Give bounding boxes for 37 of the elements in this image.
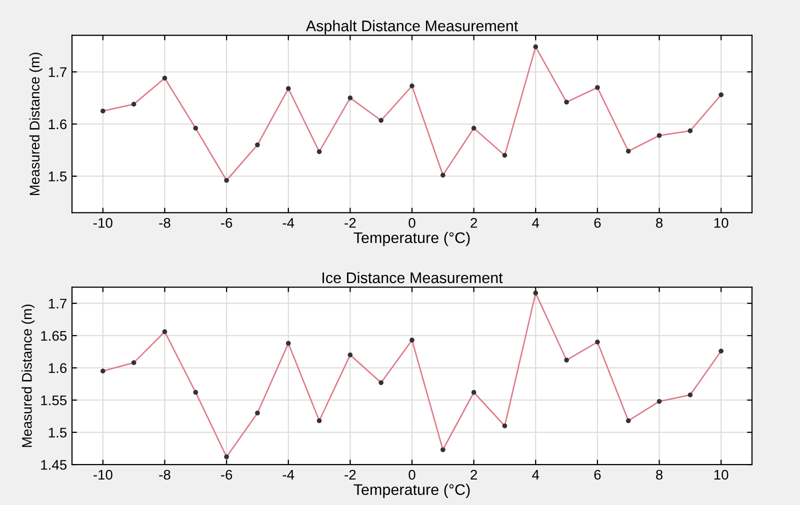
y-tick-label: 1.7 [48, 67, 66, 77]
x-tick-label: 4 [532, 218, 540, 228]
x-tick-label: 6 [594, 218, 601, 228]
x-tick-label: -2 [344, 218, 356, 228]
x-tick-label: -6 [220, 218, 232, 228]
y-tick-label: 1.6 [48, 119, 67, 130]
y-tick-label: 1.45 [41, 460, 67, 470]
x-tick-label: 10 [714, 218, 728, 228]
y-tick-label: 1.7 [48, 298, 66, 308]
x-tick-label: 10 [714, 470, 728, 480]
x-tick-label: 6 [594, 470, 601, 480]
x-axis-title: Temperature (°C) [354, 484, 470, 498]
x-tick-label: -8 [159, 470, 170, 480]
y-axis-title: Measured Distance (m) [29, 52, 42, 196]
y-tick-label: 1.5 [48, 428, 67, 438]
x-tick-label: -8 [159, 218, 170, 228]
y-tick-label: 1.65 [41, 330, 67, 341]
x-axis-title: Temperature (°C) [354, 232, 470, 246]
x-tick-label: 2 [470, 218, 477, 228]
chart-title: Ice Distance Measurement [322, 272, 503, 284]
y-tick-label: 1.5 [48, 172, 67, 182]
x-tick-label: -4 [282, 470, 294, 480]
x-tick-label: 8 [656, 218, 663, 228]
y-tick-label: 1.6 [48, 363, 67, 374]
x-tick-label: -2 [344, 470, 356, 480]
x-tick-label: -6 [220, 470, 232, 480]
x-tick-label: -4 [282, 218, 294, 228]
x-tick-label: 0 [408, 470, 416, 480]
x-tick-label: 8 [656, 470, 663, 480]
y-axis-title: Measured Distance (m) [22, 304, 35, 447]
y-tick-label: 1.55 [41, 396, 67, 406]
chart-title: Asphalt Distance Measurement [306, 20, 518, 34]
x-tick-label: 4 [532, 470, 540, 480]
x-tick-label: -10 [93, 218, 112, 228]
x-tick-label: 2 [470, 470, 477, 480]
x-tick-label: -10 [93, 470, 112, 480]
x-tick-label: 0 [408, 218, 416, 228]
